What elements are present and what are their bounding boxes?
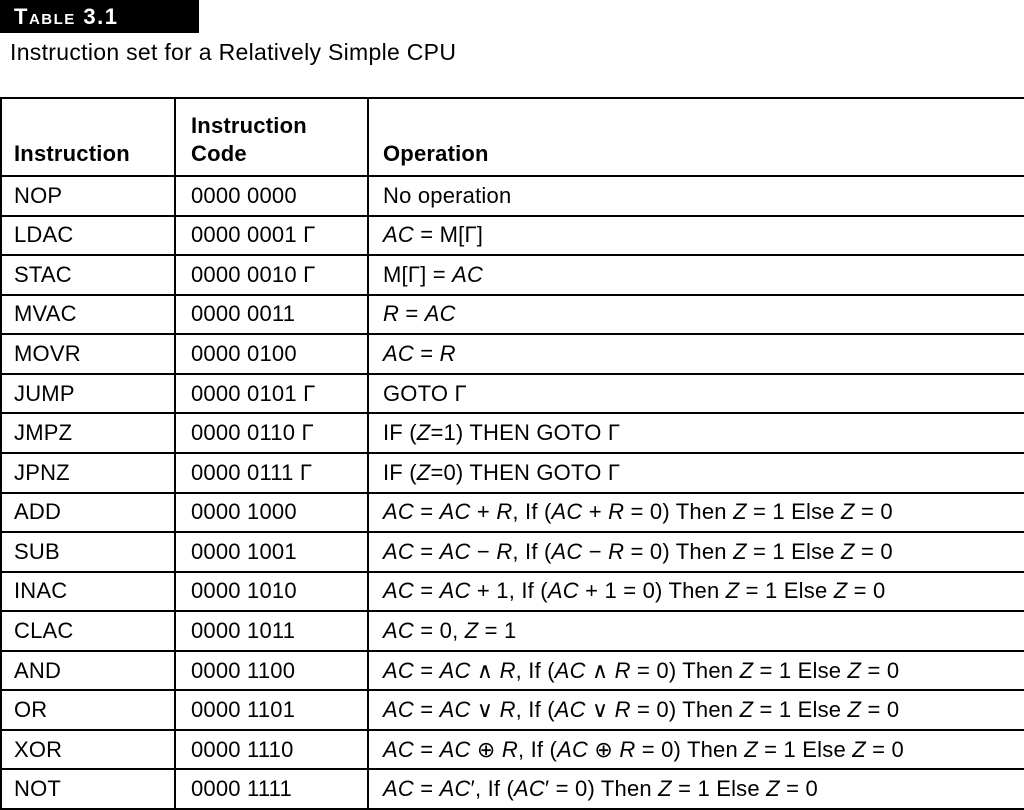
cell-code: 0000 0000 [174,175,369,217]
cell-operation: AC = AC ∧ R, If (AC ∧ R = 0) Then Z = 1 … [367,649,1024,692]
table-row: LDAC 0000 0001 Γ AC = M[Γ] [0,214,1024,257]
cell-code: 0000 1011 [174,610,369,652]
header-row: Instruction Instruction Code Operation [0,97,1024,177]
cell-instruction: XOR [0,728,176,771]
cell-instruction: JMPZ [0,412,176,454]
cell-instruction: STAC [0,254,176,296]
cell-instruction: NOP [0,175,176,217]
cell-operation: AC = AC ∨ R, If (AC ∨ R = 0) Then Z = 1 … [367,689,1024,731]
cell-instruction: MOVR [0,333,176,375]
table-row: NOT 0000 1111 AC = AC′, If (AC′ = 0) Then … [0,768,1024,810]
cell-code: 0000 1101 [174,689,369,731]
table-row: MOVR 0000 0100 AC = R [0,333,1024,375]
cell-instruction: SUB [0,531,176,573]
table-row: STAC 0000 0010 Γ M[Γ] = AC [0,254,1024,296]
table-row: OR 0000 1101 AC = AC ∨ R, If (AC ∨ R = 0) … [0,689,1024,731]
table-row: ADD 0000 1000 AC = AC + R, If (AC + R = 0)… [0,491,1024,534]
cell-operation: AC = 0, Z = 1 [367,610,1024,652]
table-row: NOP 0000 0000 No operation [0,175,1024,217]
instruction-set-table: Instruction Instruction Code Operation N… [0,97,1024,810]
table-row: AND 0000 1100 AC = AC ∧ R, If (AC ∧ R = 0)… [0,649,1024,692]
table-header: Instruction Instruction Code Operation [0,97,1024,177]
cell-operation: AC = AC + R, If (AC + R = 0) Then Z = 1 … [367,491,1024,534]
table-row: JPNZ 0000 0111 Γ IF (Z=0) THEN GOTO Γ [0,451,1024,494]
cell-operation: IF (Z=1) THEN GOTO Γ [367,412,1024,454]
cell-operation: M[Γ] = AC [367,254,1024,296]
cell-code: 0000 1001 [174,531,369,573]
cell-code: 0000 1100 [174,649,369,692]
cell-code: 0000 1110 [174,728,369,771]
table-row: JUMP 0000 0101 Γ GOTO Γ [0,372,1024,415]
table-row: JMPZ 0000 0110 Γ IF (Z=1) THEN GOTO Γ [0,412,1024,454]
cell-instruction: OR [0,689,176,731]
cell-instruction: ADD [0,491,176,534]
column-header-instruction-code: Instruction Code [174,97,369,177]
table-row: CLAC 0000 1011 AC = 0, Z = 1 [0,610,1024,652]
cell-instruction: CLAC [0,610,176,652]
cell-operation: AC = R [367,333,1024,375]
cell-code: 0000 0011 [174,293,369,336]
table-row: MVAC 0000 0011 R = AC [0,293,1024,336]
cell-code: 0000 1111 [174,768,369,810]
cell-operation: No operation [367,175,1024,217]
cell-operation: AC = AC + 1, If (AC + 1 = 0) Then Z = 1 … [367,570,1024,613]
cell-code: 0000 1010 [174,570,369,613]
table-row: SUB 0000 1001 AC = AC − R, If (AC − R = 0)… [0,531,1024,573]
cell-code: 0000 0101 Γ [174,372,369,415]
cell-code: 0000 0010 Γ [174,254,369,296]
table-number-text: Table 3.1 [14,3,119,29]
cell-instruction: INAC [0,570,176,613]
column-header-operation: Operation [367,97,1024,177]
cell-code: 0000 0001 Γ [174,214,369,257]
cell-operation: R = AC [367,293,1024,336]
table-number-label: Table 3.1 [0,0,199,33]
cell-instruction: JUMP [0,372,176,415]
cell-operation: AC = AC ⊕ R, If (AC ⊕ R = 0) Then Z = 1 … [367,728,1024,771]
cell-instruction: JPNZ [0,451,176,494]
cell-instruction: LDAC [0,214,176,257]
cell-operation: GOTO Γ [367,372,1024,415]
cell-operation: AC = AC′, If (AC′ = 0) Then Z = 1 Else Z… [367,768,1024,810]
cell-code: 0000 0110 Γ [174,412,369,454]
table-caption: Instruction set for a Relatively Simple … [10,39,457,65]
cell-instruction: MVAC [0,293,176,336]
cell-code: 0000 1000 [174,491,369,534]
column-header-instruction: Instruction [0,97,176,177]
cell-operation: AC = M[Γ] [367,214,1024,257]
cell-code: 0000 0100 [174,333,369,375]
cell-operation: AC = AC − R, If (AC − R = 0) Then Z = 1 … [367,531,1024,573]
cell-operation: IF (Z=0) THEN GOTO Γ [367,451,1024,494]
table-row: INAC 0000 1010 AC = AC + 1, If (AC + 1 = 0… [0,570,1024,613]
cell-code: 0000 0111 Γ [174,451,369,494]
cell-instruction: NOT [0,768,176,810]
cell-instruction: AND [0,649,176,692]
table-row: XOR 0000 1110 AC = AC ⊕ R, If (AC ⊕ R = 0)… [0,728,1024,771]
